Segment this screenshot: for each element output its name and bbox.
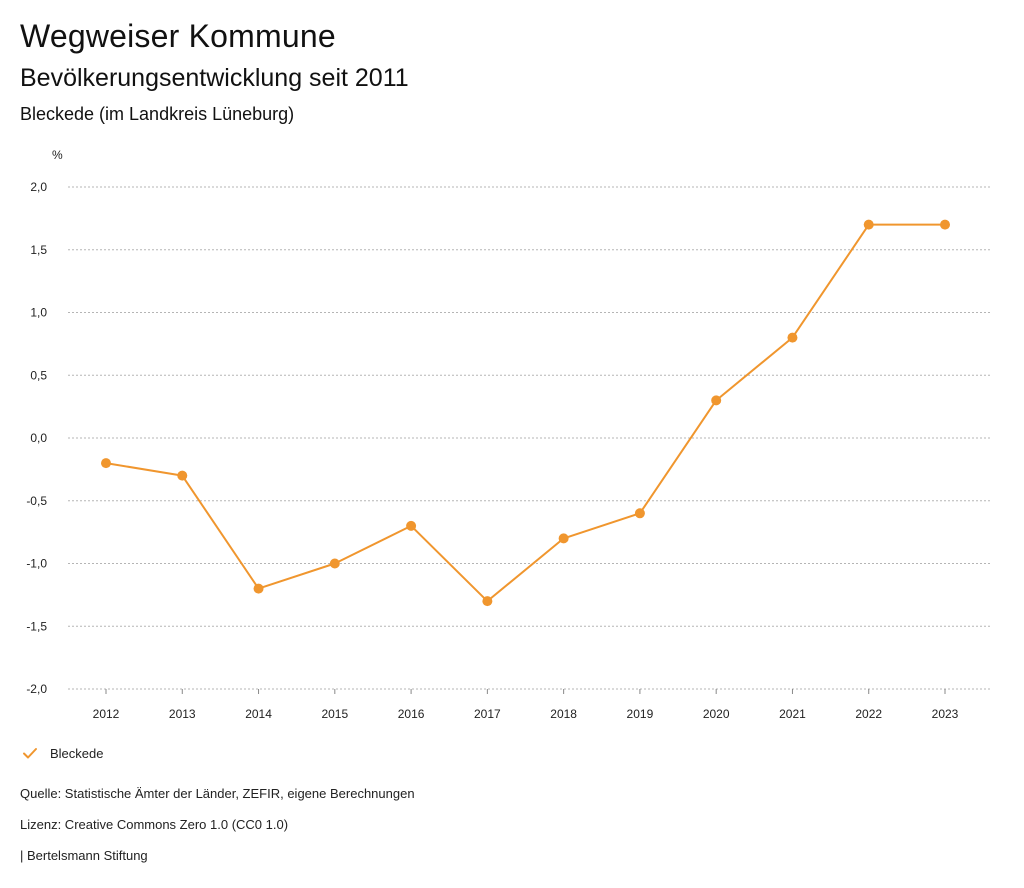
data-point: [558, 533, 569, 544]
data-point: [482, 596, 493, 607]
y-tick-label: 2,0: [30, 180, 47, 194]
y-tick-label: -1,0: [26, 557, 47, 571]
y-unit-label: %: [52, 148, 63, 162]
publisher-note: | Bertelsmann Stiftung: [20, 848, 148, 863]
data-point: [634, 508, 645, 519]
y-tick-label: -0,5: [26, 494, 47, 508]
data-point: [406, 520, 417, 531]
data-point: [329, 558, 340, 569]
y-tick-label: -2,0: [26, 682, 47, 696]
series-line: [105, 223, 945, 603]
data-point: [101, 458, 111, 469]
x-tick-label: 2023: [932, 707, 959, 721]
region-label: Bleckede (im Landkreis Lüneburg): [20, 104, 295, 124]
license-note: Lizenz: Creative Commons Zero 1.0 (CC0 1…: [20, 817, 289, 832]
check-icon: [23, 748, 37, 759]
y-tick-label: 1,0: [30, 306, 47, 320]
y-tick-label: 1,5: [30, 243, 47, 257]
series-layer: [101, 219, 950, 607]
data-point: [253, 583, 264, 594]
data-point: [863, 219, 874, 230]
x-tick-label: 2018: [550, 707, 577, 721]
y-tick-label: 0,5: [30, 368, 47, 382]
data-point: [177, 470, 188, 481]
chart-subtitle: Bevölkerungsentwicklung seit 2011: [20, 64, 409, 92]
x-tick-label: 2015: [321, 707, 348, 721]
chart-legend[interactable]: Bleckede: [22, 745, 103, 761]
data-point: [711, 395, 722, 406]
page-title: Wegweiser Kommune: [20, 18, 336, 54]
x-tick-label: 2016: [398, 707, 425, 721]
y-tick-label: -1,5: [26, 619, 47, 633]
x-tick-label: 2012: [93, 707, 120, 721]
data-point: [940, 219, 950, 230]
data-point: [787, 332, 798, 343]
grid-layer: [68, 186, 990, 690]
x-tick-label: 2017: [474, 707, 501, 721]
x-tick-label: 2013: [169, 707, 196, 721]
x-tick-label: 2022: [855, 707, 882, 721]
x-tick-label: 2014: [245, 707, 272, 721]
y-tick-label: 0,0: [30, 431, 47, 445]
legend-label: Bleckede: [50, 745, 104, 761]
source-note: Quelle: Statistische Ämter der Länder, Z…: [20, 786, 415, 801]
axis-layer: % 2,0 1,5 1,0 0,5 0,0 -0,5 -1,0 -1,5 -2,0 2012 2013…: [26, 148, 958, 721]
x-tick-label: 2019: [627, 707, 654, 721]
x-tick-label: 2020: [703, 707, 730, 721]
x-tick-label: 2021: [779, 707, 806, 721]
